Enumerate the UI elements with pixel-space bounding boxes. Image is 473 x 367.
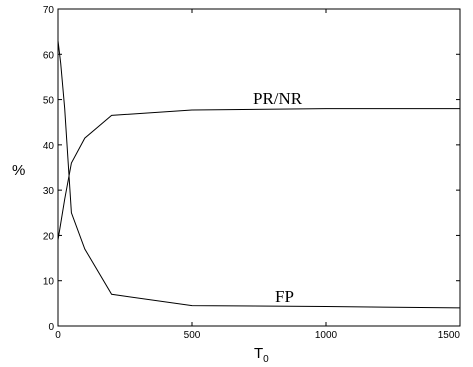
x-axis-label: T0 — [254, 345, 269, 365]
x-axis-label-subscript: 0 — [263, 354, 269, 365]
x-tick-label: 1500 — [438, 330, 461, 341]
y-tick-label: 30 — [43, 186, 55, 197]
y-tick-label: 60 — [43, 50, 55, 61]
x-tick-label: 500 — [184, 330, 201, 341]
y-tick-label: 0 — [48, 322, 54, 333]
series-line-fp — [57, 40, 461, 309]
y-tick-label: 40 — [43, 141, 55, 152]
x-axis-ticks: 0 500 1000 1500 — [55, 9, 461, 341]
x-tick-label: 1000 — [315, 330, 338, 341]
x-tick-label: 0 — [55, 330, 61, 341]
series-label-fp: FP — [275, 287, 294, 306]
y-tick-label: 20 — [43, 231, 55, 242]
y-tick-label: 10 — [43, 277, 55, 288]
series-lines — [57, 40, 461, 309]
x-axis-label-main: T — [254, 345, 263, 362]
plot-frame — [57, 8, 461, 327]
y-axis-label: % — [12, 162, 25, 179]
series-line-pr-nr — [57, 108, 460, 241]
y-tick-label: 70 — [43, 5, 55, 16]
series-label-pr-nr: PR/NR — [253, 89, 303, 108]
y-tick-label: 50 — [43, 96, 55, 107]
y-axis-ticks: 0 10 20 30 40 50 60 70 — [43, 5, 460, 333]
